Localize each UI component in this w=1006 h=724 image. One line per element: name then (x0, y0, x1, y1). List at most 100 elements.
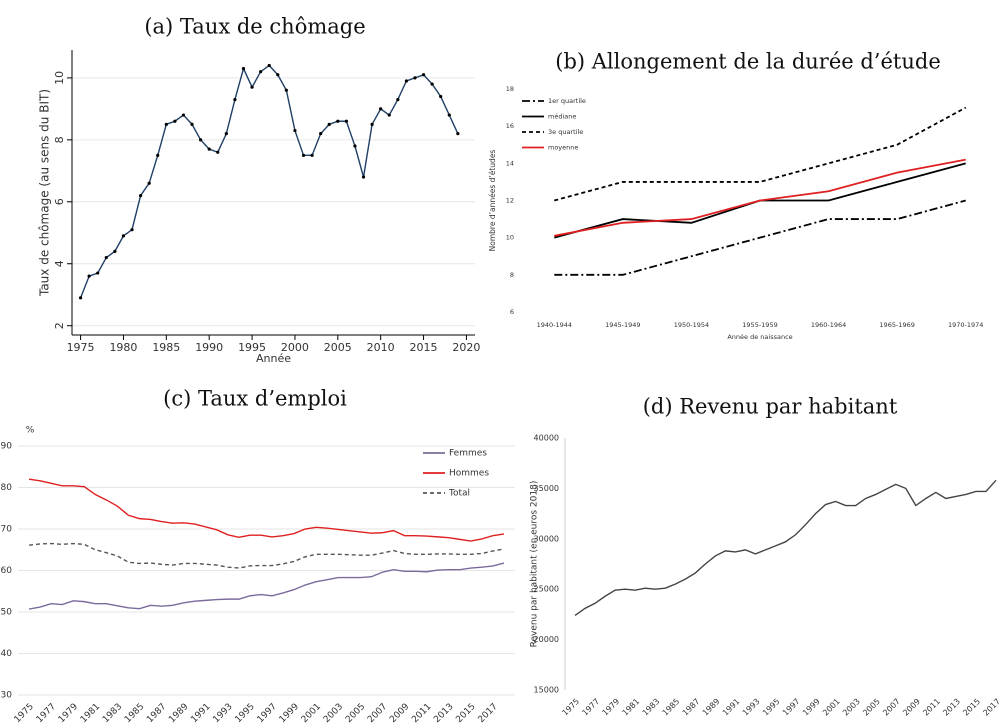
legend-label: 1er quartile (548, 97, 586, 105)
x-tick-label: 2009 (388, 702, 411, 724)
data-point (319, 132, 323, 136)
x-tick-label: 1970-1974 (948, 321, 983, 329)
y-tick-label: 4 (53, 260, 66, 267)
y-tick-label: 8 (53, 136, 66, 143)
data-point (190, 122, 194, 126)
x-tick-label: 1981 (621, 697, 642, 718)
x-tick-label: 2017 (477, 702, 500, 724)
x-axis-label: Année de naissance (727, 333, 792, 341)
x-tick-label: 1977 (580, 697, 601, 718)
data-point (327, 122, 331, 126)
data-point (344, 119, 348, 123)
data-line (28, 478, 505, 542)
data-point (233, 97, 237, 102)
x-tick-label: 1979 (601, 697, 622, 718)
y-tick-label: 40 (1, 649, 13, 659)
data-line (28, 562, 505, 610)
y-tick-label: 20000 (534, 635, 559, 644)
data-point (173, 119, 177, 123)
data-point (207, 147, 211, 151)
x-tick-label: 2013 (432, 702, 455, 724)
x-tick-label: 2015 (410, 341, 438, 354)
data-point (404, 79, 409, 83)
x-tick-label: 2001 (300, 702, 323, 724)
y-tick-label: 10 (53, 71, 66, 85)
data-point (370, 122, 374, 126)
chart-title: (d) Revenu par habitant (643, 395, 898, 419)
data-point (447, 113, 451, 117)
data-point (421, 73, 426, 77)
y-axis-label: Revenu par habitant (en euros 2018) (530, 481, 540, 648)
x-tick-label: 1983 (641, 697, 662, 718)
x-tick-label: 1995 (761, 697, 782, 718)
y-axis-label: % (26, 426, 35, 436)
data-point (353, 144, 357, 148)
x-tick-label: 1997 (256, 702, 279, 724)
y-tick-label: 2 (53, 322, 66, 329)
x-tick-label: 2011 (921, 697, 942, 718)
y-tick-label: 15000 (534, 686, 559, 695)
legend-label: moyenne (548, 144, 578, 152)
x-tick-label: 2011 (410, 702, 433, 724)
data-point (413, 76, 417, 80)
data-point (276, 73, 280, 77)
x-tick-label: 1975 (67, 341, 95, 354)
data-point (78, 296, 83, 300)
data-line (554, 158, 966, 237)
x-tick-label: 2001 (821, 697, 842, 718)
x-tick-label: 1960-1964 (811, 321, 846, 329)
y-tick-label: 12 (506, 197, 514, 205)
data-point (430, 82, 434, 86)
x-tick-label: 2015 (961, 697, 982, 718)
y-tick-label: 10 (506, 234, 514, 242)
data-point (361, 175, 366, 179)
y-tick-label: 30000 (534, 534, 559, 543)
data-point (199, 138, 203, 142)
x-tick-label: 1991 (189, 702, 212, 724)
chart-title: (a) Taux de chômage (144, 15, 365, 39)
data-point (181, 113, 186, 117)
x-tick-label: 2005 (344, 702, 367, 724)
x-tick-label: 1950-1954 (674, 321, 709, 329)
x-tick-label: 1980 (109, 341, 137, 354)
x-tick-label: 1987 (145, 702, 168, 724)
data-point (336, 119, 340, 123)
x-tick-label: 2005 (861, 697, 882, 718)
x-tick-label: 1989 (701, 697, 722, 718)
data-point (104, 255, 108, 260)
legend-label: 3e quartile (548, 128, 583, 136)
x-tick-label: 1965-1969 (879, 321, 914, 329)
x-tick-label: 1993 (211, 702, 234, 724)
y-tick-label: 70 (1, 525, 13, 535)
x-tick-label: 1997 (781, 697, 802, 718)
legend-label: Femmes (449, 449, 487, 459)
x-tick-label: 2007 (366, 702, 389, 724)
y-axis-label: Nombre d’années d’études (488, 150, 497, 252)
x-tick-label: 1981 (79, 702, 102, 724)
data-point (87, 274, 91, 278)
data-point (147, 181, 151, 185)
x-tick-label: 2003 (322, 702, 345, 724)
x-tick-label: 1991 (721, 697, 742, 718)
chart-title: (b) Allongement de la durée d’étude (555, 50, 941, 74)
y-tick-label: 90 (1, 442, 13, 452)
x-tick-label: 1985 (123, 702, 146, 724)
y-tick-label: 16 (506, 122, 514, 130)
data-point (387, 113, 391, 117)
x-tick-label: 1989 (167, 702, 190, 724)
x-tick-label: 1987 (681, 697, 702, 718)
chart-title: (c) Taux d’emploi (163, 387, 347, 411)
x-axis-label: Année (256, 352, 291, 365)
y-tick-label: 18 (506, 85, 514, 93)
data-line (79, 64, 459, 299)
x-tick-label: 1975 (13, 702, 36, 724)
x-tick-label: 2013 (941, 697, 962, 718)
data-point (396, 97, 400, 102)
x-tick-label: 1990 (195, 341, 223, 354)
x-tick-label: 1979 (57, 702, 80, 724)
y-tick-label: 80 (1, 483, 13, 493)
x-tick-label: 1945-1949 (605, 321, 640, 329)
x-tick-label: 2005 (324, 341, 352, 354)
data-line (574, 479, 997, 616)
